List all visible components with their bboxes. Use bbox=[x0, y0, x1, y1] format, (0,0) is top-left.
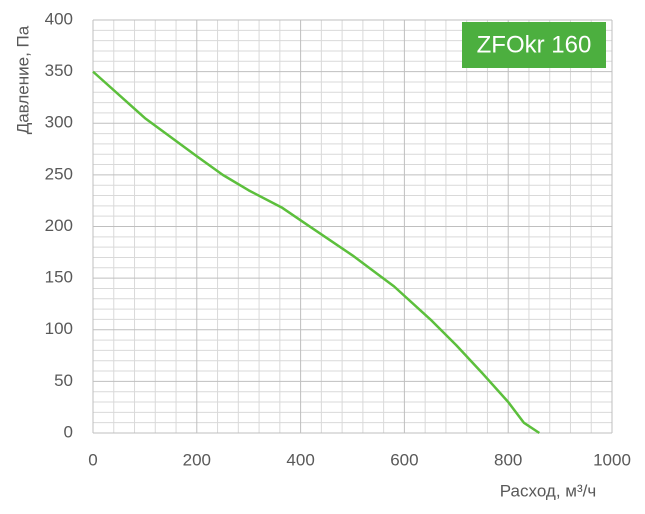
x-tick-label: 1000 bbox=[593, 450, 631, 469]
chart-title: ZFOkr 160 bbox=[477, 31, 592, 58]
data-line bbox=[92, 70, 541, 435]
y-tick-label: 100 bbox=[45, 319, 73, 338]
x-tick-label: 600 bbox=[390, 450, 418, 469]
y-tick-label: 0 bbox=[64, 422, 73, 441]
y-tick-label: 350 bbox=[45, 61, 73, 80]
title-badge bbox=[462, 22, 606, 68]
y-axis-label: Давление, Па bbox=[13, 25, 32, 134]
y-tick-label: 50 bbox=[54, 371, 73, 390]
x-tick-label: 400 bbox=[286, 450, 314, 469]
y-tick-label: 300 bbox=[45, 113, 73, 132]
y-tick-label: 400 bbox=[45, 9, 73, 28]
y-tick-label: 250 bbox=[45, 164, 73, 183]
x-tick-label: 800 bbox=[494, 450, 522, 469]
x-tick-label: 0 bbox=[88, 450, 97, 469]
x-tick-label: 200 bbox=[183, 450, 211, 469]
x-axis-label: Расход, м³/ч bbox=[500, 481, 596, 500]
y-tick-label: 200 bbox=[45, 216, 73, 235]
y-tick-label: 150 bbox=[45, 268, 73, 287]
